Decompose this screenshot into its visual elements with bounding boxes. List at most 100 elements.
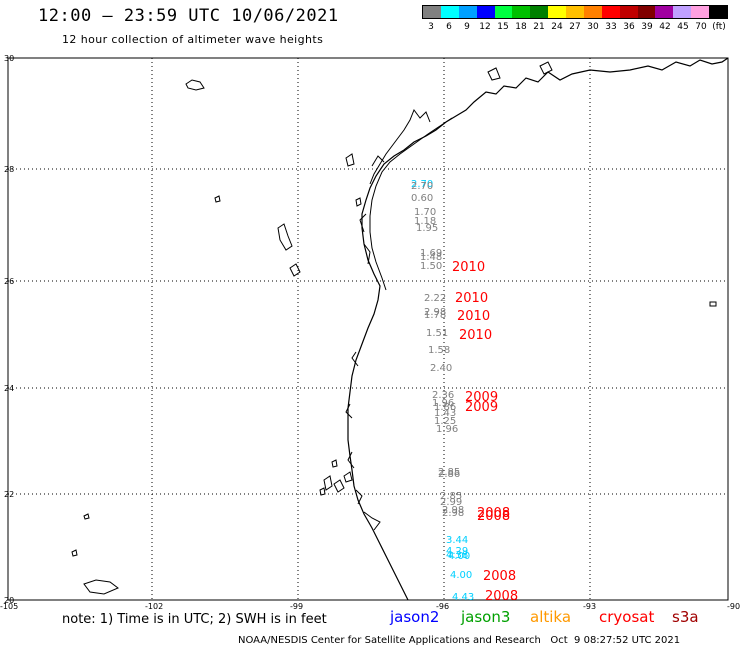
lon-label-90: -90 — [727, 602, 740, 611]
wave-height-reading: 2.86 — [438, 469, 460, 480]
wave-height-reading: 1.95 — [416, 223, 438, 234]
lon-label-99: -99 — [290, 602, 303, 611]
color-swatch — [655, 6, 674, 18]
wave-height-reading: 1.18 — [414, 216, 436, 227]
map-subtitle: 12 hour collection of altimeter wave hei… — [62, 33, 324, 46]
track-date-label: 2010 — [457, 309, 490, 324]
map-title: 12:00 – 23:59 UTC 10/06/2021 — [38, 6, 339, 26]
track-date-label: 2008 — [485, 589, 518, 604]
color-scale-label: (ft) — [712, 22, 726, 32]
color-scale-legend: 3 6 9 12 15 18 21 24 27 30 33 36 39 42 45 70 (ft) — [422, 5, 728, 34]
color-swatch — [548, 6, 566, 18]
lat-label-20: 20 — [4, 596, 14, 605]
inland-lake — [345, 153, 355, 167]
track-date-label: 2008 — [477, 509, 510, 524]
inland-lake — [214, 195, 221, 203]
inland-lake — [323, 475, 333, 491]
wave-height-reading: 4.29 — [446, 546, 468, 557]
color-scale-label: 24 — [551, 22, 563, 32]
wave-height-reading: 0.60 — [411, 193, 433, 204]
lat-label-26: 26 — [4, 277, 14, 286]
wave-height-reading: 4.00 — [450, 570, 472, 581]
track-date-label: 2008 — [483, 569, 516, 584]
footer-credit: NOAA/NESDIS Center for Satellite Applica… — [238, 635, 681, 646]
mission-label-altika: altika — [530, 608, 572, 626]
wave-height-reading: 1.70 — [414, 207, 436, 218]
inland-lake — [83, 579, 119, 595]
wave-height-reading: 2.70 — [411, 181, 433, 192]
lon-label-93: -93 — [583, 602, 596, 611]
color-swatch — [530, 6, 549, 18]
color-scale-label: 33 — [605, 22, 617, 32]
inland-lake — [319, 487, 326, 496]
wave-height-reading: 2.22 — [424, 293, 446, 304]
lat-lon-grid — [8, 58, 728, 600]
inland-lake — [487, 67, 501, 81]
wave-height-reading: 1.50 — [420, 261, 442, 272]
wave-height-reading: 2.99 — [440, 497, 462, 508]
gulf-coastline — [347, 57, 729, 601]
lon-label-105: -105 — [0, 602, 18, 611]
color-scale-labels: 3 6 9 12 15 18 21 24 27 30 33 36 39 42 45 70 (ft) — [422, 22, 728, 34]
color-swatch — [476, 6, 495, 18]
wave-height-reading: 4.00 — [448, 551, 470, 562]
track-date-label: 2010 — [452, 260, 485, 275]
inland-lake — [289, 263, 301, 277]
wave-height-reading: 2.98 — [442, 508, 464, 519]
wave-height-reading: 2.40 — [430, 363, 452, 374]
wave-height-reading: 1.43 — [434, 408, 456, 419]
wave-height-reading: 1.78 — [424, 310, 446, 321]
inland-lake — [333, 479, 345, 493]
color-scale-swatches — [422, 5, 728, 19]
wave-height-reading: 1.48 — [420, 252, 442, 263]
color-swatch — [637, 6, 656, 18]
track-date-label: 2009 — [465, 400, 498, 415]
color-swatch — [566, 6, 584, 18]
lat-label-28: 28 — [4, 165, 14, 174]
wave-height-reading: 4.43 — [452, 592, 474, 603]
color-swatch — [458, 6, 477, 18]
footer-note: note: 1) Time is in UTC; 2) SWH is in fe… — [62, 612, 327, 627]
color-swatch — [494, 6, 513, 18]
inland-lake — [71, 549, 78, 557]
wave-height-reading: 2.36 — [432, 390, 454, 401]
wave-height-reading: 1.96 — [432, 398, 454, 409]
inland-lake — [343, 471, 353, 483]
lat-label-24: 24 — [4, 384, 14, 393]
map-frame — [7, 57, 729, 601]
wave-height-reading: 1.69 — [420, 248, 442, 259]
color-swatch — [583, 6, 602, 18]
coastal-bays — [345, 108, 431, 531]
color-swatch — [512, 6, 531, 18]
color-scale-label: 42 — [659, 22, 671, 32]
wave-height-reading: 4.38 — [446, 550, 468, 561]
color-swatch — [691, 6, 709, 18]
color-scale-label: 6 — [446, 22, 452, 32]
wave-height-reading: 2.70 — [411, 179, 433, 190]
color-swatch — [601, 6, 620, 18]
inland-lake — [185, 79, 205, 91]
inland-lake — [539, 61, 553, 75]
color-swatch — [709, 6, 727, 18]
inland-lake — [355, 197, 362, 207]
mission-label-s3a: s3a — [672, 608, 699, 626]
color-scale-label: 15 — [497, 22, 509, 32]
lat-label-30: 30 — [4, 54, 14, 63]
color-scale-label: 3 — [428, 22, 434, 32]
wave-height-reading: 1.58 — [428, 345, 450, 356]
inland-lake — [331, 459, 338, 468]
color-swatch — [619, 6, 638, 18]
color-swatch — [673, 6, 692, 18]
wave-height-reading: 1.96 — [436, 424, 458, 435]
wave-height-reading: 2.98 — [424, 307, 446, 318]
wave-height-reading: 3.44 — [446, 535, 468, 546]
color-scale-label: 36 — [623, 22, 635, 32]
color-scale-label: 45 — [677, 22, 689, 32]
lat-label-22: 22 — [4, 490, 14, 499]
track-date-label: 2010 — [455, 291, 488, 306]
color-scale-label: 12 — [479, 22, 491, 32]
color-scale-label: 21 — [533, 22, 545, 32]
inland-lake — [277, 223, 293, 251]
